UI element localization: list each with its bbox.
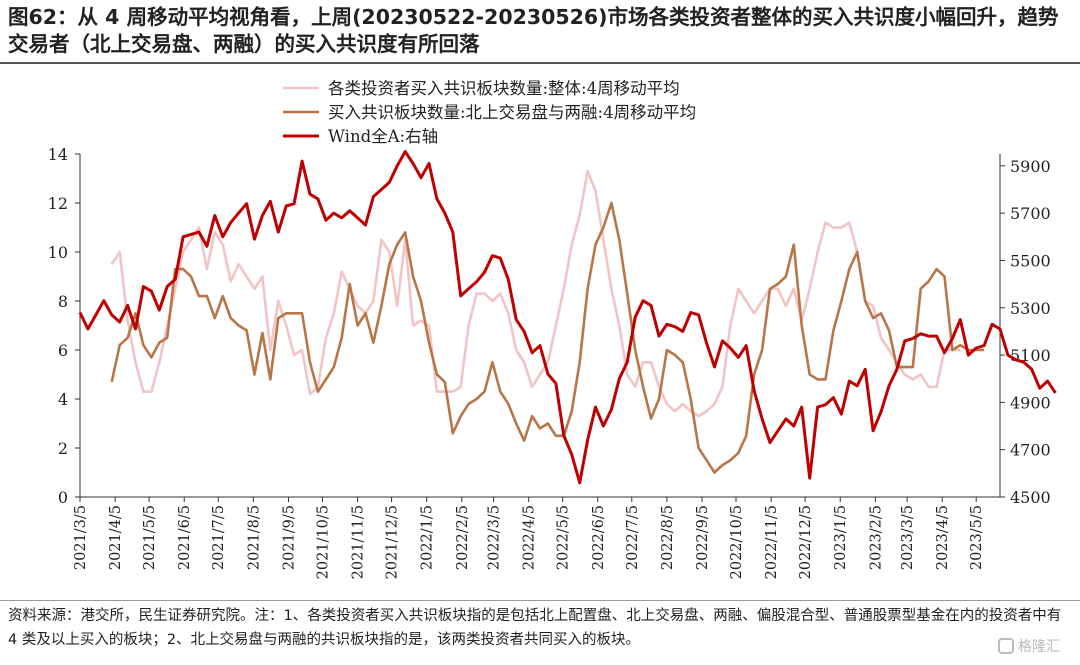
x-tick-label: 2022/3/5 — [487, 505, 503, 570]
y-left-tick-label: 2 — [58, 439, 68, 458]
x-tick-label: 2021/9/5 — [281, 505, 297, 570]
x-tick-label: 2022/7/5 — [625, 505, 641, 570]
x-tick-label: 2021/10/5 — [315, 505, 331, 579]
x-tick-label: 2023/1/5 — [833, 505, 849, 570]
x-tick-label: 2021/3/5 — [73, 505, 89, 570]
y-right-tick-label: 5500 — [1010, 251, 1051, 270]
y-right-tick-label: 5300 — [1010, 299, 1051, 318]
x-tick-label: 2021/12/5 — [385, 505, 401, 579]
y-right-tick-label: 4500 — [1010, 488, 1051, 507]
watermark: 格隆汇 — [998, 635, 1068, 657]
x-tick-label: 2022/5/5 — [556, 505, 572, 570]
logo-icon — [998, 638, 1014, 654]
x-tick-label: 2021/7/5 — [211, 505, 227, 570]
y-right-tick-label: 5700 — [1010, 204, 1051, 223]
title-divider — [0, 62, 1080, 64]
x-tick-label: 2022/12/5 — [798, 505, 814, 579]
chart-title: 图62：从 4 周移动平均视角看，上周(20230522-20230526)市场… — [8, 5, 1059, 56]
y-left-tick-label: 0 — [58, 488, 68, 507]
chart-svg: 0 2 4 6 8 10 12 14 4500 4700 4900 5100 5300 5500 5700 5… — [48, 79, 1057, 579]
watermark-text: 格隆汇 — [1018, 639, 1060, 655]
legend-label-3: Wind全A:右轴 — [328, 127, 438, 146]
y-left-tick-label: 4 — [58, 390, 68, 409]
y-right-tick-label: 4900 — [1010, 393, 1051, 412]
x-tick-label: 2022/8/5 — [660, 505, 676, 570]
x-tick-label: 2021/11/5 — [351, 505, 367, 579]
y-left-tick-label: 10 — [48, 243, 68, 262]
x-tick-label: 2023/4/5 — [935, 505, 951, 570]
x-tick-label: 2021/8/5 — [246, 505, 262, 570]
y-right-tick-label: 5100 — [1010, 346, 1051, 365]
y-right-tick-label: 4700 — [1010, 441, 1051, 460]
x-tick-label: 2022/10/5 — [729, 505, 745, 579]
x-tick-label: 2022/2/5 — [455, 505, 471, 570]
footnote-text: 资料来源：港交所，民生证券研究院。注：1、各类投资者买入共识板块指的是包括北上配… — [8, 608, 1062, 648]
footnote-divider — [0, 600, 1080, 601]
x-tick-label: 2022/1/5 — [420, 505, 436, 570]
series-line-3 — [78, 150, 1057, 485]
legend-label-2: 买入共识板块数量:北上交易盘与两融:4周移动平均 — [328, 103, 696, 122]
series-line-1 — [110, 169, 961, 418]
x-tick-label: 2022/9/5 — [695, 505, 711, 570]
chart-area: 0 2 4 6 8 10 12 14 4500 4700 4900 5100 5300 5500 5700 5… — [0, 64, 1080, 600]
x-tick-label: 2023/2/5 — [868, 505, 884, 570]
x-tick-label: 2022/11/5 — [764, 505, 780, 579]
legend-label-1: 各类投资者买入共识板块数量:整体:4周移动平均 — [328, 79, 680, 98]
x-tick-label: 2022/4/5 — [522, 505, 538, 570]
x-tick-label: 2023/3/5 — [900, 505, 916, 570]
x-tick-label: 2021/5/5 — [142, 505, 158, 570]
x-tick-label: 2021/6/5 — [177, 505, 193, 570]
y-left-tick-label: 12 — [48, 194, 68, 213]
y-left-tick-label: 6 — [58, 341, 68, 360]
y-right-tick-label: 5900 — [1010, 157, 1051, 176]
x-tick-label: 2022/6/5 — [591, 505, 607, 570]
y-left-tick-label: 14 — [48, 145, 68, 164]
x-tick-label: 2023/5/5 — [969, 505, 985, 570]
y-left-tick-label: 8 — [58, 292, 68, 311]
x-tick-label: 2021/4/5 — [108, 505, 124, 570]
series-line-2 — [110, 201, 985, 474]
